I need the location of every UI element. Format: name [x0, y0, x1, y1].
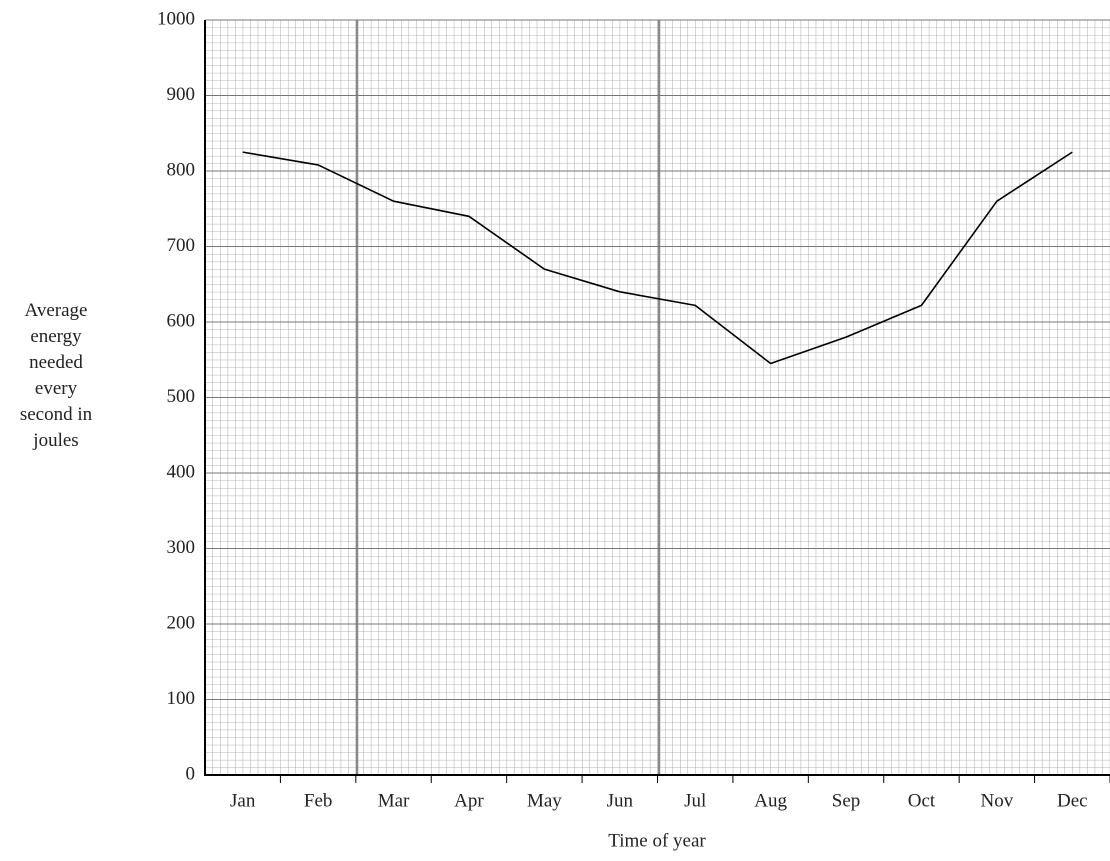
line — [242, 151, 1073, 365]
y-tick-label: 800 — [167, 159, 196, 180]
x-tick-label: Jul — [684, 790, 706, 811]
y-tick-label: 200 — [167, 612, 196, 633]
y-tick-label: 500 — [167, 386, 196, 407]
y-tick-label: 0 — [186, 763, 196, 784]
y-tick-label: 900 — [167, 84, 196, 105]
x-tick-label: Apr — [454, 790, 484, 811]
x-axis-label: Time of year — [608, 830, 706, 851]
x-tick-label: Dec — [1057, 790, 1088, 811]
x-tick-label: Jun — [607, 790, 634, 811]
x-tick-label: Jan — [230, 790, 256, 811]
y-tick-label: 1000 — [157, 8, 195, 29]
y-tick-label: 300 — [167, 537, 196, 558]
y-tick-label: 100 — [167, 688, 196, 709]
y-tick-label: 600 — [167, 310, 196, 331]
x-tick-label: Aug — [754, 790, 787, 811]
y-axis-label: Average energy needed every second in jo… — [19, 300, 93, 451]
x-tick-label: Nov — [981, 790, 1014, 811]
y-tick-label: 700 — [167, 235, 196, 256]
x-tick-label: Feb — [304, 790, 333, 811]
x-tick-label: May — [527, 790, 562, 811]
x-tick-label: Mar — [378, 790, 410, 811]
x-tick-label: Oct — [908, 790, 936, 811]
y-tick-label: 400 — [167, 461, 196, 482]
x-tick-label: Sep — [832, 790, 861, 811]
